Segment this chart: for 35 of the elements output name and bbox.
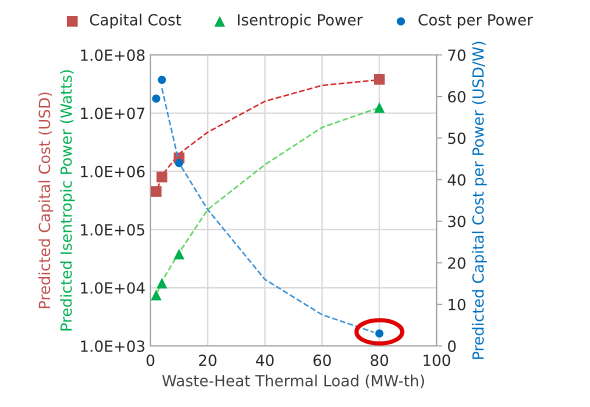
point [150, 290, 162, 300]
legend-label: Cost per Power [418, 14, 533, 29]
y-tick-label: 1.0E+07 [81, 108, 144, 120]
y2-tick-label: 50 [448, 132, 466, 144]
x-axis-title: Waste-Heat Thermal Load (MW-th) [162, 374, 424, 388]
x-tick-label: 80 [370, 354, 388, 366]
y2-tick-label: 0 [448, 340, 456, 352]
x-tick-label: 40 [256, 354, 274, 366]
x-tick-label: 60 [313, 354, 331, 366]
y-axis-title: Predicted Capital Cost (USD) [38, 92, 54, 308]
y2-axis-title: Predicted Capital Cost per Power (USD/W) [472, 42, 487, 359]
y2-tick-label: 40 [448, 174, 466, 186]
y-tick-label: 1.0E+06 [81, 166, 145, 178]
y2-tick-label: 10 [448, 298, 466, 310]
y-tick-label: 1.0E+03 [81, 340, 144, 352]
y2-tick-label: 20 [448, 257, 466, 269]
point [174, 248, 184, 260]
x-tick-label: 20 [199, 354, 216, 366]
point [150, 186, 162, 197]
y2-tick-label: 30 [448, 216, 466, 228]
point [374, 102, 385, 113]
point [156, 278, 168, 289]
y2-tick-label: 60 [448, 90, 466, 103]
y-tick-label: 1.0E+05 [81, 224, 144, 236]
point [374, 74, 385, 85]
x-tick-label: 0 [146, 354, 154, 366]
point [156, 172, 168, 182]
legend-label: Isentropic Power [238, 14, 363, 29]
y-tick-label: 1.0E+08 [81, 49, 145, 61]
legend-label: Capital Cost [90, 14, 182, 29]
text: Predicted Isentropic Power (Watts) [60, 70, 75, 330]
y-tick-label: 1.0E+04 [81, 282, 145, 294]
x-tick-label: 100 [424, 354, 450, 366]
line-series [161, 87, 374, 333]
y2-tick-label: 70 [448, 49, 466, 61]
